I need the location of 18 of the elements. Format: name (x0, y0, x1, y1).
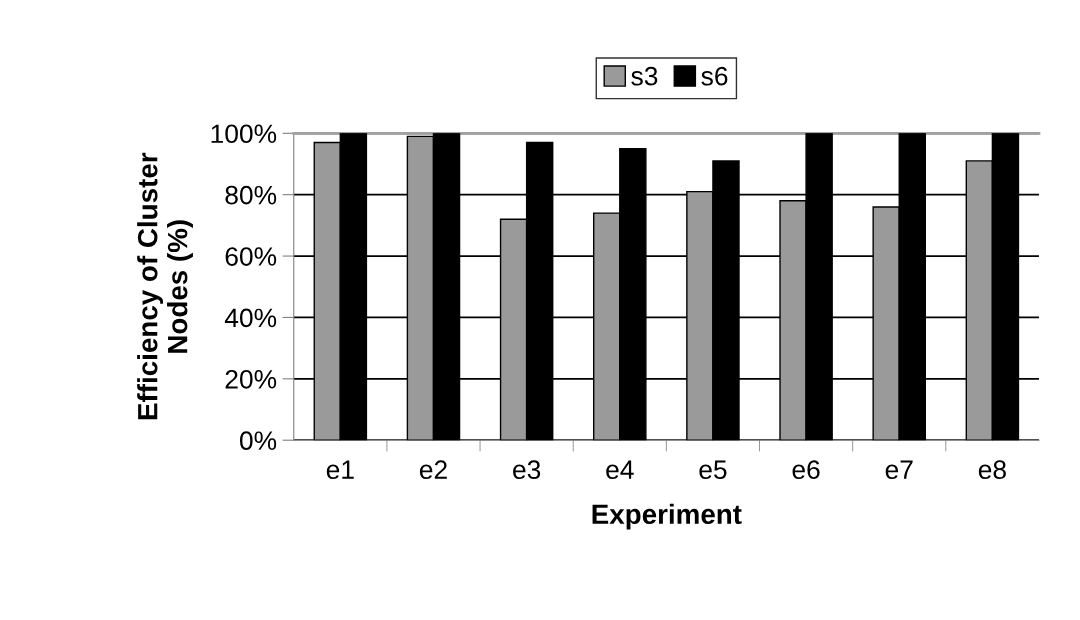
legend-label: s3 (631, 66, 658, 86)
y-tick-label: 80% (225, 185, 277, 205)
x-tick-label: e3 (513, 460, 541, 480)
x-tick-label: e1 (326, 460, 354, 480)
x-tick-label: e5 (699, 460, 727, 480)
x-tick-label: e2 (419, 460, 447, 480)
y-axis-title: Efficiency of Cluster Nodes (%) (137, 152, 193, 420)
x-axis-title: Experiment (592, 503, 742, 530)
legend-label: s6 (701, 66, 728, 86)
y-tick-label: 0% (239, 431, 277, 451)
y-tick-label: 100% (211, 124, 277, 144)
y-tick-label: 20% (225, 369, 277, 389)
x-tick-label: e4 (606, 460, 634, 480)
x-tick-label: e6 (792, 460, 820, 480)
y-tick-label: 40% (224, 308, 277, 328)
y-tick-label: 60% (225, 247, 277, 266)
x-tick-label: e8 (978, 460, 1006, 480)
x-tick-label: e7 (885, 460, 913, 480)
